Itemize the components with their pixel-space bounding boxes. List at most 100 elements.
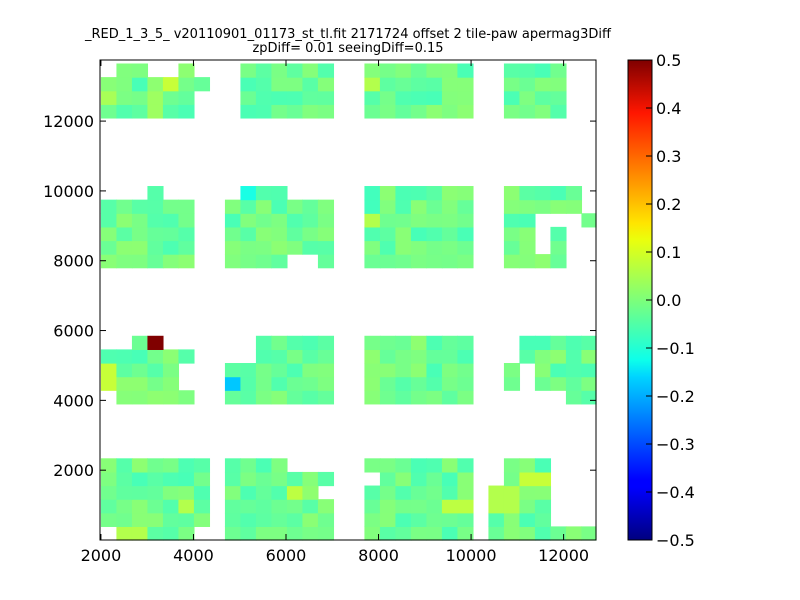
heatmap-cell	[317, 199, 335, 214]
heatmap-cell	[534, 471, 552, 487]
heatmap-cell	[271, 63, 288, 78]
heatmap-cell	[286, 349, 304, 364]
heatmap-cell	[364, 363, 381, 378]
x-tick-label: 2000	[81, 546, 122, 565]
heatmap-cell	[147, 186, 164, 201]
heatmap-cell	[488, 485, 505, 500]
heatmap-cell	[116, 499, 133, 514]
heatmap-cell	[271, 90, 288, 105]
heatmap-cell	[410, 63, 428, 78]
heatmap-cell	[286, 335, 304, 350]
heatmap-cell	[410, 485, 428, 500]
colorbar-tick-label: 0.2	[656, 195, 681, 214]
heatmap-cell	[534, 499, 552, 514]
heatmap-cell	[379, 458, 397, 473]
heatmap-cell	[224, 199, 242, 214]
heatmap-cell	[534, 199, 552, 214]
heatmap-cell	[302, 226, 319, 242]
heatmap-cell	[364, 458, 381, 473]
heatmap-cell	[364, 349, 381, 364]
heatmap-cell	[147, 471, 164, 487]
heatmap-cell	[410, 213, 428, 228]
heatmap-cell	[457, 485, 474, 500]
heatmap-cell	[271, 335, 288, 350]
heatmap-cell	[162, 458, 180, 473]
heatmap-cell	[426, 63, 443, 78]
heatmap-cell	[534, 512, 552, 527]
heatmap-cell	[240, 499, 257, 514]
heatmap-cell	[565, 363, 583, 378]
heatmap-cell	[395, 254, 412, 269]
heatmap-cell	[131, 526, 149, 541]
heatmap-cell	[240, 363, 257, 378]
heatmap-cell	[178, 471, 195, 487]
heatmap-cell	[395, 485, 412, 500]
heatmap-cell	[302, 499, 319, 514]
heatmap-cell	[178, 104, 195, 119]
heatmap-cell	[131, 349, 149, 364]
heatmap-cell	[193, 485, 211, 500]
heatmap-cell	[255, 471, 273, 487]
heatmap-cell	[147, 254, 164, 269]
heatmap-cell	[581, 363, 597, 378]
heatmap-cell	[364, 104, 381, 119]
heatmap-cell	[240, 458, 257, 473]
heatmap-cell	[131, 390, 149, 405]
heatmap-cell	[147, 104, 164, 119]
heatmap-cell	[116, 254, 133, 269]
heatmap-cell	[162, 349, 180, 364]
heatmap-cell	[302, 485, 319, 500]
heatmap-cell	[457, 254, 474, 269]
heatmap-cell	[410, 77, 428, 92]
heatmap-cell	[426, 213, 443, 228]
heatmap-cell	[271, 186, 288, 201]
heatmap-cell	[178, 213, 195, 228]
heatmap-cell	[534, 363, 552, 378]
heatmap-cell	[240, 213, 257, 228]
heatmap-cell	[503, 254, 521, 269]
heatmap-cell	[550, 376, 567, 391]
heatmap-cell	[147, 458, 164, 473]
heatmap-cell	[116, 526, 133, 541]
heatmap-cell	[379, 471, 397, 487]
heatmap-cell	[100, 240, 118, 255]
heatmap-cell	[519, 240, 536, 255]
heatmap-cell	[503, 240, 521, 255]
heatmap-cell	[131, 485, 149, 500]
heatmap-cell	[379, 499, 397, 514]
heatmap-cell	[441, 186, 459, 201]
heatmap-cell	[364, 63, 381, 78]
heatmap-cell	[395, 526, 412, 541]
heatmap-cell	[581, 213, 597, 228]
heatmap-cell	[364, 199, 381, 214]
heatmap-cell	[379, 63, 397, 78]
heatmap-cell	[503, 471, 521, 487]
heatmap-cell	[302, 349, 319, 364]
heatmap-cell	[441, 104, 459, 119]
heatmap-cell	[519, 186, 536, 201]
heatmap-cell	[534, 63, 552, 78]
heatmap-cell	[519, 213, 536, 228]
colorbar-tick-label: −0.3	[656, 435, 695, 454]
heatmap-cell	[302, 213, 319, 228]
heatmap-cell	[457, 240, 474, 255]
heatmap-cell	[100, 471, 118, 487]
heatmap-cell	[441, 390, 459, 405]
heatmap-cell	[100, 77, 118, 92]
heatmap-cell	[271, 213, 288, 228]
heatmap-cell	[379, 376, 397, 391]
heatmap-cell	[550, 254, 567, 269]
heatmap-cell	[581, 349, 597, 364]
heatmap-cell	[286, 390, 304, 405]
heatmap-cell	[178, 458, 195, 473]
colorbar-tick-label: 0.4	[656, 99, 681, 118]
heatmap-cell	[426, 485, 443, 500]
heatmap-cell	[240, 390, 257, 405]
heatmap-cell	[581, 390, 597, 405]
heatmap-cell	[255, 349, 273, 364]
heatmap-cell	[271, 349, 288, 364]
heatmap-cell	[441, 471, 459, 487]
heatmap-cell	[116, 77, 133, 92]
heatmap-cell	[550, 349, 567, 364]
